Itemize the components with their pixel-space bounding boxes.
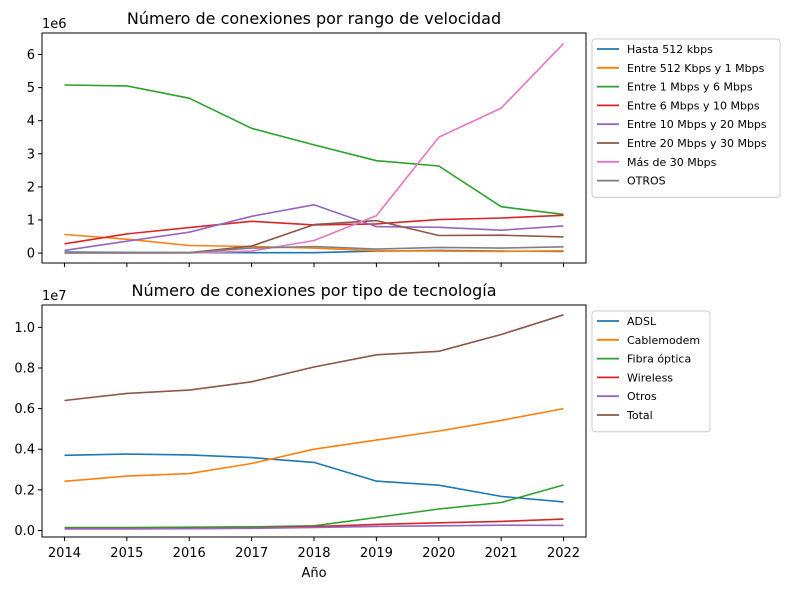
x-tick-label: 2021 [485,546,518,561]
series-line-2 [64,407,564,483]
legend-label: Entre 20 Mbps y 30 Mbps [627,137,767,150]
plot-frame [41,32,587,264]
legend-label: Entre 10 Mbps y 20 Mbps [627,118,767,131]
y-tick-label: 2 [27,180,35,195]
series-line-2 [64,233,564,253]
x-tick-label: 2016 [173,546,206,561]
legend-label: Más de 30 Mbps [627,156,717,169]
x-tick-label: 2020 [422,546,455,561]
legend-box [591,38,781,198]
series-line-7 [64,43,565,254]
y-tick-label: 0.6 [14,402,35,417]
x-axis-label: Año [301,566,326,581]
legend-label: Entre 512 Kbps y 1 Mbps [627,62,765,75]
legend-label: Wireless [627,371,673,384]
y-tick-label: 0 [27,247,35,262]
chart-panel-1: Número de conexiones por rango de veloci… [27,9,781,267]
y-tick-label: 1.0 [14,321,35,336]
legend-label: OTROS [627,175,666,188]
legend-label: Fibra óptica [627,353,691,366]
y-tick-label: 4 [27,114,35,129]
y-tick-label: 0.2 [14,483,35,498]
x-tick-label: 2018 [297,546,330,561]
y-tick-label: 0.8 [14,361,35,376]
x-tick-label: 2015 [110,546,143,561]
series-line-6 [64,314,564,402]
y-tick-label: 5 [27,81,35,96]
x-tick-label: 2022 [547,546,580,561]
y-tick-label: 0.0 [14,524,35,539]
y-tick-label: 1 [27,213,35,228]
legend-label: Total [626,409,653,422]
legend: Hasta 512 kbps Entre 512 Kbps y 1 Mbps Ent… [591,38,781,198]
series-line-3 [64,84,564,216]
legend-label: Entre 1 Mbps y 6 Mbps [627,81,753,94]
y-tick-label: 6 [27,48,35,63]
y-scale-label: 1e7 [42,289,67,304]
legend-label: ADSL [627,315,657,328]
y-scale-label: 1e6 [42,17,67,32]
legend-label: Otros [627,390,657,403]
series-line-5 [64,524,564,530]
series-line-5 [64,204,564,252]
x-tick-label: 2019 [360,546,393,561]
legend-label: Hasta 512 kbps [627,43,713,56]
series-line-8 [64,245,564,254]
legend-box [591,310,711,433]
legend: ADSL Cablemodem Fibra óptica Wireless Otros T… [591,310,711,433]
y-tick-label: 3 [27,147,35,162]
x-tick-label: 2014 [48,546,81,561]
legend-label: Cablemodem [627,334,700,347]
chart-panel-2: Número de conexiones por tipo de tecnolo… [14,281,711,581]
series-line-1 [64,453,564,503]
y-tick-label: 0.4 [14,443,35,458]
x-tick-label: 2017 [235,546,268,561]
chart-title: Número de conexiones por rango de veloci… [127,9,501,28]
chart-title: Número de conexiones por tipo de tecnolo… [131,281,496,300]
legend-label: Entre 6 Mbps y 10 Mbps [627,99,760,112]
